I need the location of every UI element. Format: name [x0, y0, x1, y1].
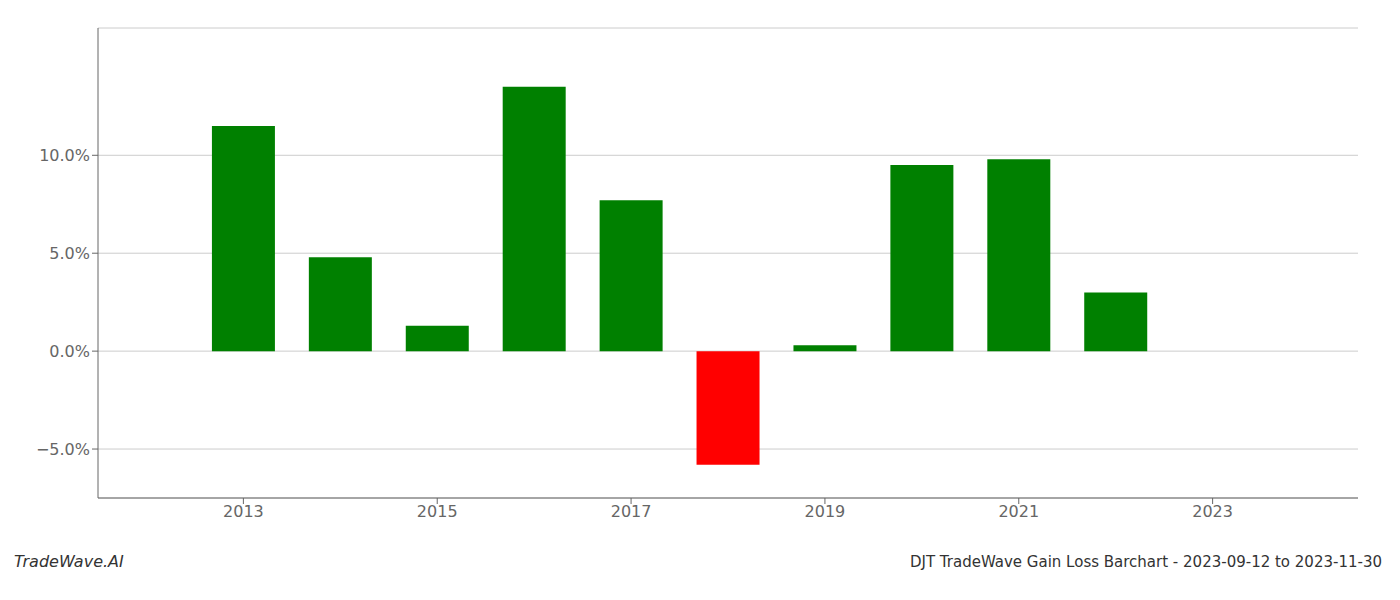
html-text:TradeWave.AI: TradeWave.AI — [14, 552, 124, 571]
svg-text:−5.0%: −5.0% — [36, 440, 90, 459]
svg-text:10.0%: 10.0% — [39, 146, 90, 165]
svg-text:0.0%: 0.0% — [49, 342, 90, 361]
svg-text:2015: 2015 — [417, 502, 458, 521]
svg-text:2017: 2017 — [611, 502, 652, 521]
svg-text:5.0%: 5.0% — [49, 244, 90, 263]
svg-text:2021: 2021 — [998, 502, 1039, 521]
svg-text:2023: 2023 — [1192, 502, 1233, 521]
svg-text:2019: 2019 — [805, 502, 846, 521]
html-text:DJT TradeWave Gain Loss Barcha: DJT TradeWave Gain Loss Barchart - 2023-… — [910, 553, 1382, 571]
svg-text:2013: 2013 — [223, 502, 264, 521]
